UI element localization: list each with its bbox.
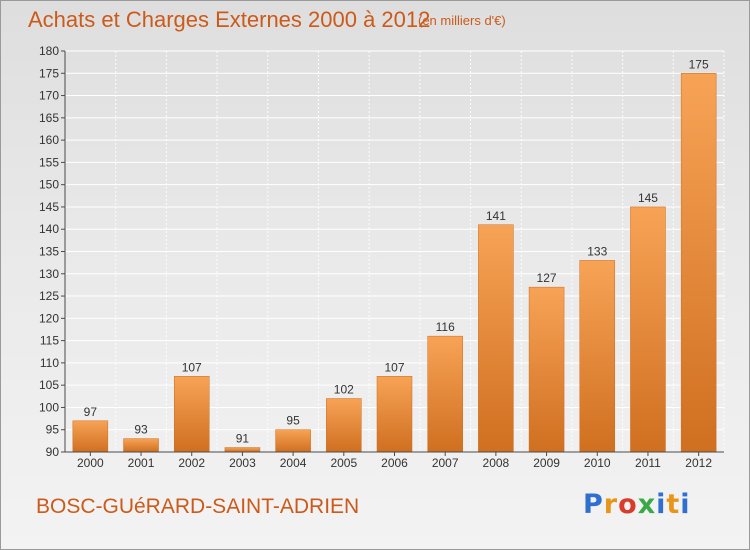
- value-label-2000: 97: [84, 405, 98, 419]
- y-tick-label: 165: [39, 111, 59, 125]
- chart-subtitle: (en milliers d'€): [418, 13, 506, 28]
- bar-2011: [630, 206, 666, 453]
- value-label-2001: 93: [134, 423, 148, 437]
- y-tick-label: 160: [39, 133, 59, 147]
- x-tick-label-2006: 2006: [381, 456, 408, 470]
- value-label-2010: 133: [587, 244, 607, 258]
- x-tick-label-2010: 2010: [584, 456, 611, 470]
- y-tick-label: 125: [39, 289, 59, 303]
- value-label-2008: 141: [486, 209, 506, 223]
- bar-2004: [275, 429, 311, 453]
- y-tick-label: 135: [39, 245, 59, 259]
- bars: [72, 73, 717, 453]
- value-labels: 97 93 107 91 95 102 107 116 141 127 133 145 175: [84, 57, 709, 445]
- x-tick-label-2007: 2007: [432, 456, 459, 470]
- y-tick-label: 115: [40, 334, 59, 348]
- y-tick-label: 155: [39, 155, 59, 169]
- value-label-2009: 127: [537, 271, 557, 285]
- value-label-2006: 107: [384, 360, 404, 374]
- y-tick-label: 95: [46, 423, 60, 437]
- bar-2002: [173, 376, 210, 453]
- y-tick-label: 145: [39, 200, 59, 214]
- bar-2000: [72, 420, 109, 453]
- axes: 90 95 100 105 110 115 120 125 130 135 140 145 150 155…: [39, 44, 724, 470]
- y-tick-label: 150: [39, 178, 59, 192]
- value-label-2002: 107: [182, 360, 202, 374]
- y-tick-label: 140: [39, 222, 59, 236]
- bar-chart: 97 93 107 91 95 102 107 116 141 127 133 145 175 90 95…: [39, 44, 725, 470]
- bar-2009: [528, 286, 565, 453]
- y-tick-label: 130: [39, 267, 59, 281]
- logo-letter: x: [637, 489, 657, 520]
- x-tick-label-2012: 2012: [685, 456, 712, 470]
- value-label-2003: 91: [236, 432, 250, 446]
- x-tick-label-2003: 2003: [229, 456, 256, 470]
- bar-2005: [326, 398, 362, 453]
- x-tick-label-2005: 2005: [330, 456, 357, 470]
- logo-letter: r: [603, 489, 619, 520]
- y-tick-label: 175: [39, 66, 59, 80]
- value-label-2005: 102: [334, 383, 354, 397]
- value-label-2012: 175: [689, 57, 709, 71]
- logo-letter: o: [618, 489, 638, 520]
- value-label-2011: 145: [638, 191, 658, 205]
- y-tick-label: 120: [39, 311, 59, 325]
- logo-letter: i: [680, 489, 691, 520]
- bar-2012: [680, 73, 717, 453]
- x-tick-label-2008: 2008: [483, 456, 510, 470]
- x-tick-label-2002: 2002: [178, 456, 205, 470]
- value-label-2004: 95: [286, 414, 300, 428]
- x-tick-label-2011: 2011: [635, 456, 661, 470]
- logo-letter: i: [656, 489, 667, 520]
- x-tick-label-2004: 2004: [280, 456, 307, 470]
- logo-letter: P: [583, 489, 604, 520]
- bar-2007: [427, 335, 463, 453]
- bar-2001: [123, 438, 159, 453]
- y-tick-label: 105: [39, 378, 59, 392]
- bar-2003: [224, 447, 261, 453]
- logo-letter: t: [666, 489, 681, 520]
- y-tick-label: 100: [39, 400, 59, 414]
- bar-2008: [478, 224, 514, 453]
- x-tick-label-2009: 2009: [533, 456, 560, 470]
- x-tick-label-2001: 2001: [128, 456, 155, 470]
- x-tick-label-2000: 2000: [77, 456, 104, 470]
- bar-2010: [579, 260, 616, 453]
- value-label-2007: 116: [436, 320, 455, 334]
- proxiti-logo: Proxiti: [583, 489, 691, 520]
- bar-2006: [376, 376, 413, 453]
- y-tick-label: 170: [39, 89, 59, 103]
- y-tick-label: 180: [39, 44, 59, 58]
- y-tick-label: 90: [46, 445, 60, 459]
- commune-name: BOSC-GUéRARD-SAINT-ADRIEN: [36, 495, 360, 518]
- y-tick-label: 110: [40, 356, 59, 370]
- chart-title: Achats et Charges Externes 2000 à 2012: [28, 7, 431, 32]
